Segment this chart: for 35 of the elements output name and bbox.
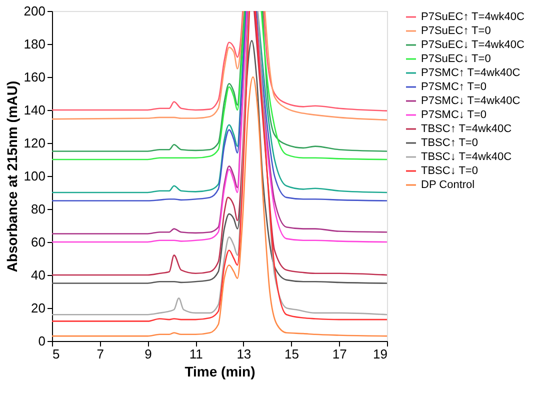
y-tick-label: 180 [24,36,46,52]
legend-label: P7SMC↓ T=0 [421,109,487,121]
x-tick-label: 7 [96,346,104,362]
y-tick-label: 200 [24,4,46,18]
legend-label: P7SuEC↑ T=4wk40C [421,11,524,23]
line-series [52,76,387,337]
legend-label: DP Control [421,179,475,191]
x-tick-label: 17 [332,346,347,362]
y-tick-label: 140 [24,102,46,118]
x-tick-label: 13 [236,346,252,362]
x-tick-label: 9 [144,346,152,362]
y-tick-label: 0 [38,334,46,348]
y-tick-label: 80 [31,202,46,216]
legend-label: TBSC↓ T=4wk40C [421,151,512,163]
x-tick-label: 19 [373,346,388,362]
x-tick-label: 11 [189,346,203,362]
x-tick-label: 15 [284,346,300,362]
legend-label: P7SMC↓ T=4wk40C [421,95,520,107]
y-tick-label: 40 [31,268,46,282]
y-tick-label: 120 [24,136,46,150]
legend-label: P7SuEC↓ T=0 [421,53,491,65]
y-tick-label: 60 [31,234,46,250]
y-axis-title: Absorbance at 215nm (mAU) [4,80,20,272]
x-axis-title: Time (min) [184,364,256,380]
y-tick-label: 100 [24,168,46,184]
y-tick-label: 20 [31,300,46,316]
legend-label: TBSC↑ T=4wk40C [421,123,512,135]
legend-label: TBSC↑ T=0 [421,137,478,149]
y-tick-label: 160 [24,70,46,84]
x-tick-label: 5 [52,346,60,362]
legend-label: P7SuEC↓ T=4wk40C [421,39,524,51]
legend-label: P7SMC↑ T=0 [421,81,487,93]
legend-label: P7SuEC↑ T=0 [421,25,491,37]
legend-label: P7SMC↑ T=4wk40C [421,67,520,79]
legend-label: TBSC↓ T=0 [421,165,478,177]
